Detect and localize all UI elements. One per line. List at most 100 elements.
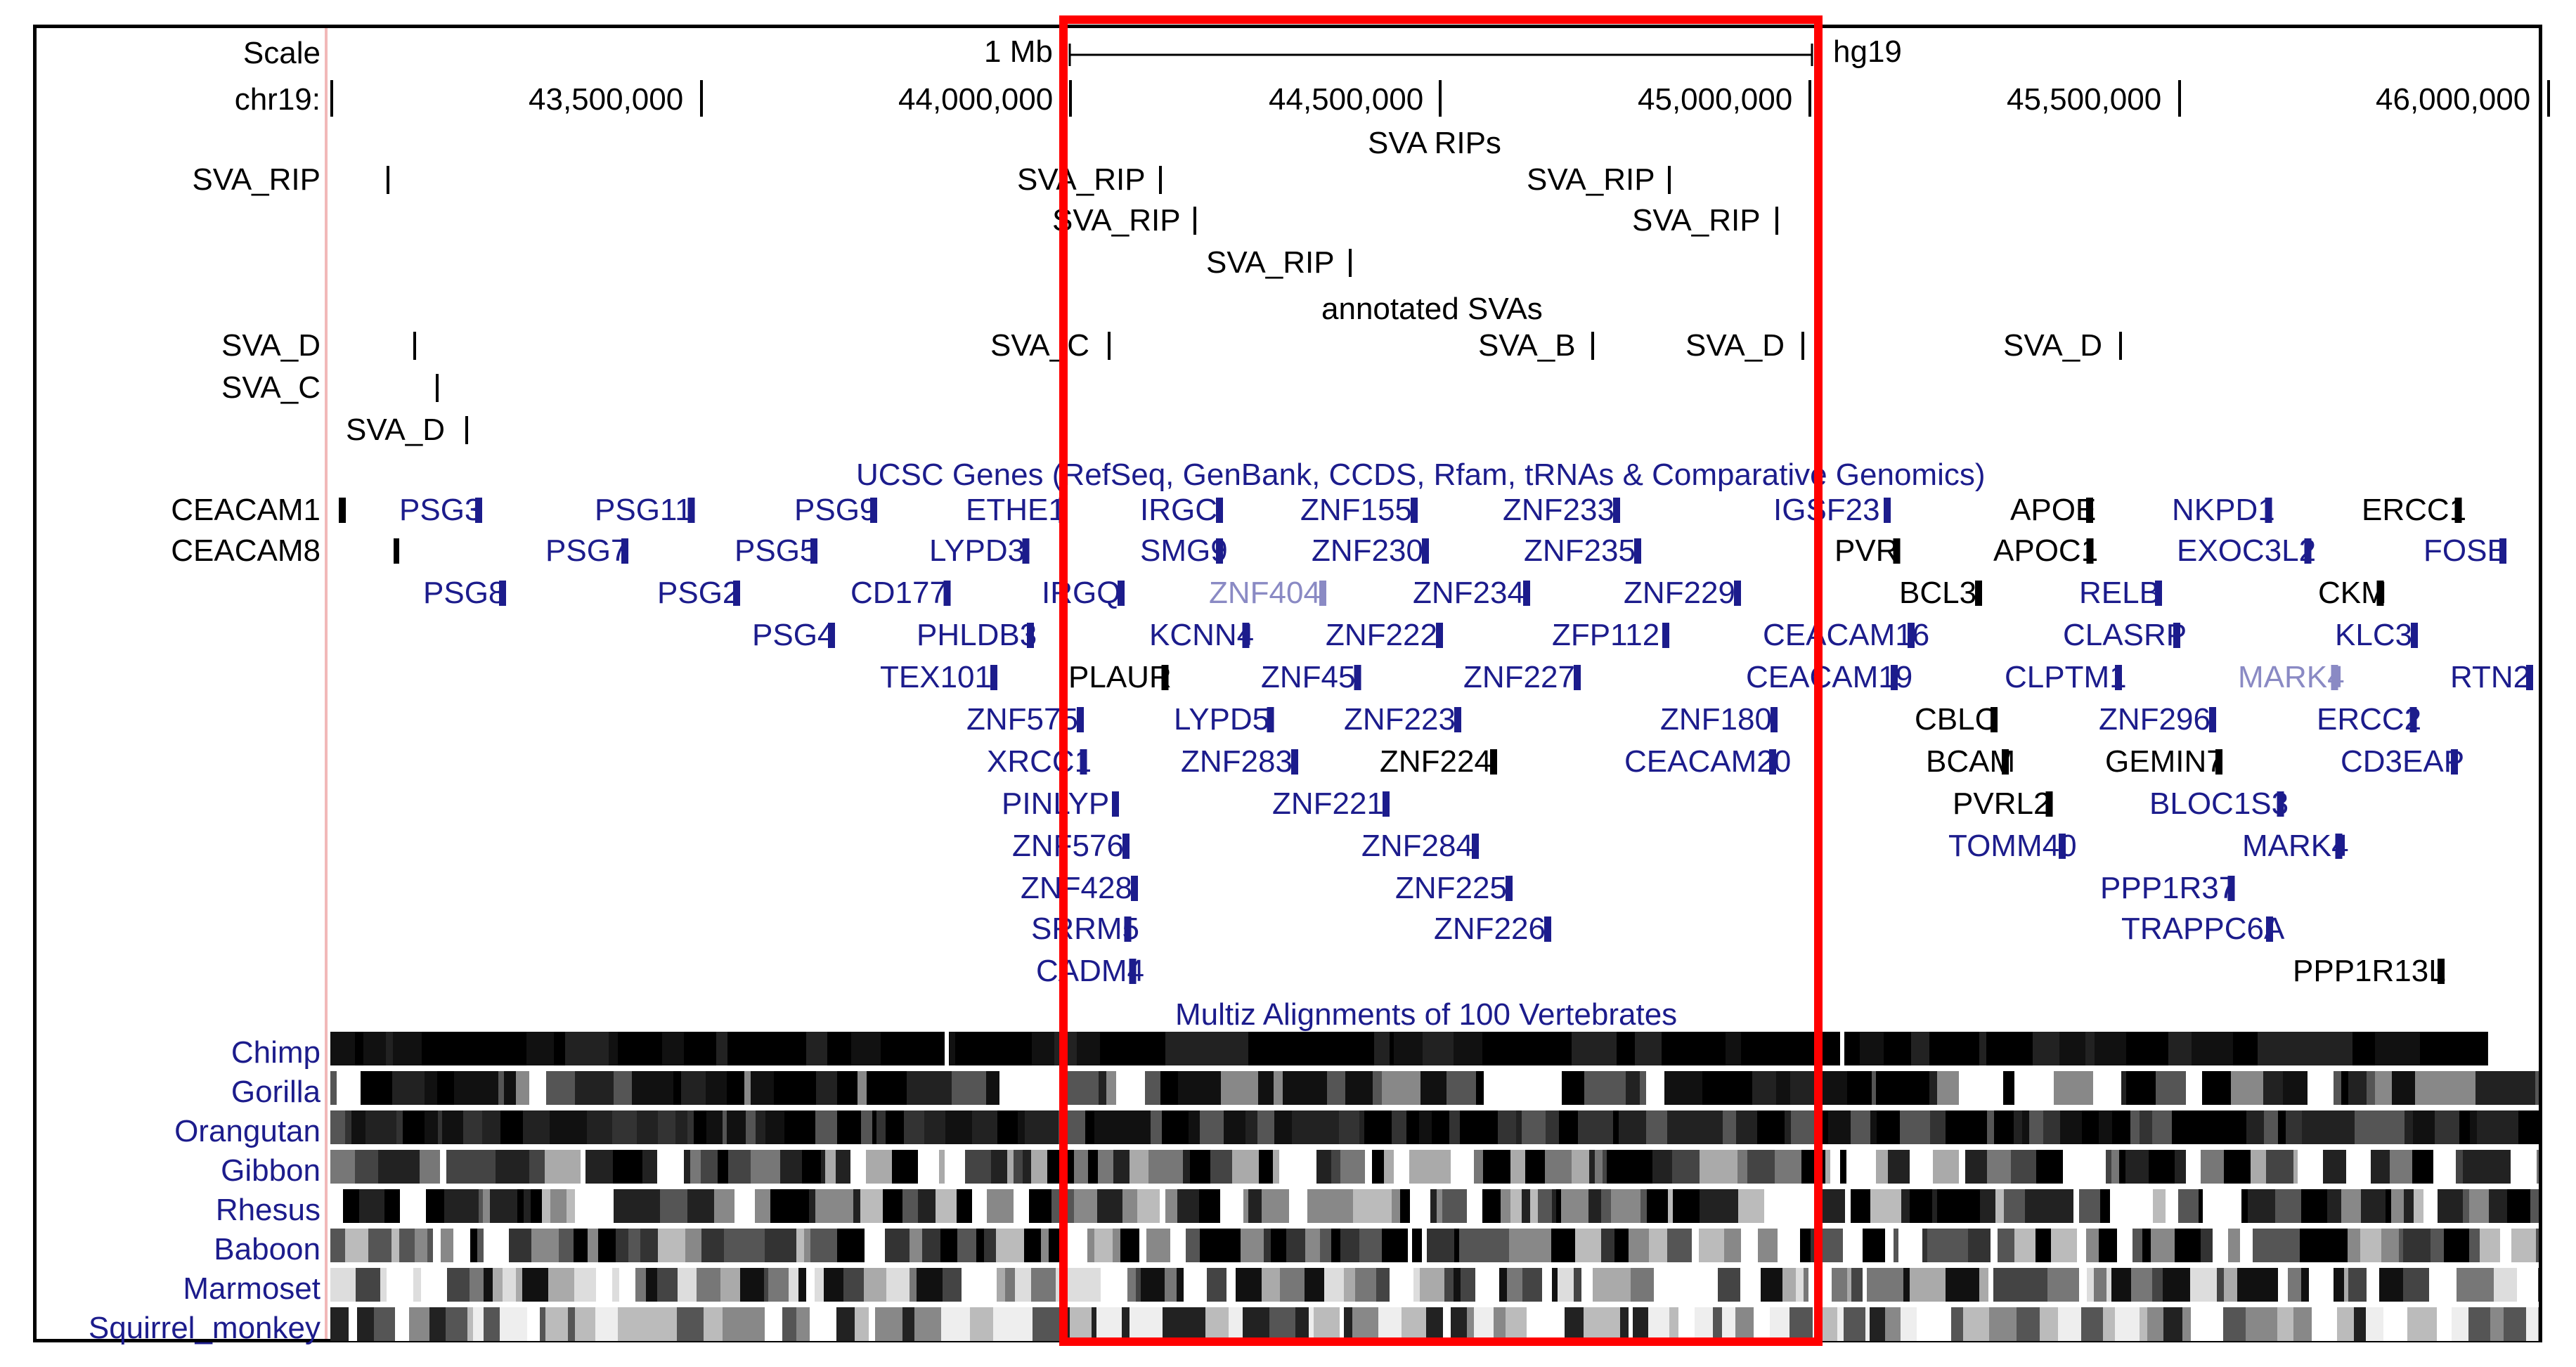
feature-label[interactable]: SVA_RIP bbox=[1206, 245, 1335, 280]
gene-label[interactable]: PPP1R37 bbox=[2100, 871, 2237, 905]
gene-label[interactable]: ZNF234 bbox=[1413, 576, 1525, 610]
gene-label[interactable]: CEACAM19 bbox=[1746, 660, 1913, 694]
gene-label[interactable]: ZNF224 bbox=[1380, 744, 1491, 779]
gene-label[interactable]: ZNF223 bbox=[1344, 702, 1456, 737]
gene-label[interactable]: KLC3 bbox=[2335, 618, 2413, 652]
gene-label[interactable]: CEACAM20 bbox=[1624, 744, 1792, 779]
feature-label[interactable]: SVA_D bbox=[346, 413, 446, 447]
gene-label[interactable]: EXOC3L2 bbox=[2177, 533, 2317, 568]
gene-label[interactable]: ZNF221 bbox=[1272, 786, 1384, 821]
alignment-block bbox=[433, 1229, 441, 1262]
track-title[interactable]: UCSC Genes (RefSeq, GenBank, CCDS, Rfam,… bbox=[856, 458, 1986, 492]
gene-label[interactable]: CEACAM16 bbox=[1763, 618, 1930, 652]
gene-label[interactable]: PSG5 bbox=[734, 533, 817, 568]
gene-label[interactable]: SRRM5 bbox=[1031, 912, 1140, 946]
gene-label[interactable]: ZNF233 bbox=[1503, 493, 1614, 527]
gene-label[interactable]: BLOC1S3 bbox=[2149, 786, 2289, 821]
gene-label[interactable]: PSG7 bbox=[545, 533, 628, 568]
track-title[interactable]: annotated SVAs bbox=[1321, 292, 1543, 326]
feature-label[interactable]: SVA_B bbox=[1478, 328, 1576, 363]
gene-label[interactable]: PVRL2 bbox=[1953, 786, 2051, 821]
alignment-block bbox=[2121, 1071, 2126, 1105]
feature-label[interactable]: SVA_RIP bbox=[1052, 203, 1181, 238]
gene-label[interactable]: ZNF226 bbox=[1434, 912, 1546, 946]
gene-label[interactable]: PSG4 bbox=[752, 618, 835, 652]
gene-label[interactable]: ZNF230 bbox=[1312, 533, 1423, 568]
feature-label[interactable]: SVA_D bbox=[2003, 328, 2103, 363]
gene-label[interactable]: CKM bbox=[2318, 576, 2387, 610]
gene-label[interactable]: CD3EAP bbox=[2341, 744, 2465, 779]
alignment-block bbox=[1304, 1150, 1316, 1184]
gene-label[interactable]: ZNF227 bbox=[1463, 660, 1575, 694]
gene-label[interactable]: ZNF284 bbox=[1361, 829, 1473, 863]
feature-label[interactable]: SVA_C bbox=[990, 328, 1090, 363]
gene-label[interactable]: PVR bbox=[1834, 533, 1898, 568]
gene-label[interactable]: PINLYP bbox=[1002, 786, 1110, 821]
gene-label[interactable]: MARK4 bbox=[2242, 829, 2349, 863]
alignment-block bbox=[869, 1307, 875, 1341]
gene-label[interactable]: SMG9 bbox=[1140, 533, 1228, 568]
gene-label[interactable]: PHLDB3 bbox=[917, 618, 1037, 652]
gene-label[interactable]: ZFP112 bbox=[1552, 618, 1660, 652]
alignment-block bbox=[1200, 1110, 1224, 1144]
gene-label[interactable]: GEMIN7 bbox=[2105, 744, 2224, 779]
gene-glyph bbox=[1161, 665, 1169, 690]
gene-label[interactable]: APOE bbox=[2010, 493, 2097, 527]
gene-label[interactable]: ZNF428 bbox=[1021, 871, 1132, 905]
gene-label[interactable]: XRCC1 bbox=[987, 744, 1092, 779]
gene-label[interactable]: APOC1 bbox=[1993, 533, 2099, 568]
gene-label[interactable]: LYPD3 bbox=[929, 533, 1025, 568]
alignment-block bbox=[704, 1307, 723, 1341]
gene-label[interactable]: CD177 bbox=[850, 576, 947, 610]
gene-label[interactable]: PLAUR bbox=[1068, 660, 1172, 694]
gene-label[interactable]: RTN2 bbox=[2450, 660, 2531, 694]
feature-label[interactable]: SVA_D bbox=[1685, 328, 1785, 363]
gene-label[interactable]: ERCC1 bbox=[2362, 493, 2467, 527]
gene-label[interactable]: TEX101 bbox=[880, 660, 992, 694]
track-title[interactable]: SVA RIPs bbox=[1368, 126, 1501, 160]
feature-label[interactable]: SVA_RIP bbox=[1017, 162, 1146, 197]
gene-label[interactable]: ZNF222 bbox=[1326, 618, 1437, 652]
gene-label[interactable]: KCNN4 bbox=[1149, 618, 1255, 652]
gene-label[interactable]: PSG2 bbox=[657, 576, 740, 610]
gene-label[interactable]: ZNF576 bbox=[1012, 829, 1124, 863]
gene-label[interactable]: ZNF229 bbox=[1624, 576, 1735, 610]
gene-label[interactable]: BCL3 bbox=[1899, 576, 1977, 610]
gene-label[interactable]: ZNF296 bbox=[2099, 702, 2211, 737]
gene-label[interactable]: TOMM40 bbox=[1948, 829, 2077, 863]
track-title[interactable]: Multiz Alignments of 100 Vertebrates bbox=[1175, 997, 1678, 1032]
gene-label[interactable]: RELB bbox=[2079, 576, 2160, 610]
gene-label[interactable]: PSG8 bbox=[423, 576, 506, 610]
gene-label[interactable]: LYPD5 bbox=[1174, 702, 1270, 737]
gene-label[interactable]: TRAPPC6A bbox=[2121, 912, 2285, 946]
gene-label[interactable]: PSG3 bbox=[399, 493, 482, 527]
alignment-block bbox=[2106, 1268, 2111, 1302]
gene-label[interactable]: PSG9 bbox=[794, 493, 877, 527]
gene-label[interactable]: ZNF45 bbox=[1261, 660, 1356, 694]
gene-label[interactable]: ZNF155 bbox=[1300, 493, 1412, 527]
alignment-block bbox=[1730, 1189, 1738, 1223]
gene-label[interactable]: ZNF225 bbox=[1395, 871, 1507, 905]
gene-label[interactable]: IRGC bbox=[1140, 493, 1217, 527]
gene-label[interactable]: PSG11 bbox=[595, 493, 692, 527]
gene-label[interactable]: BCAM bbox=[1926, 744, 2016, 779]
feature-label[interactable]: SVA_RIP bbox=[1527, 162, 1655, 197]
feature-label[interactable]: SVA_RIP bbox=[1632, 203, 1761, 238]
gene-label[interactable]: FOSB bbox=[2423, 533, 2508, 568]
gene-label[interactable]: NKPD1 bbox=[2172, 493, 2275, 527]
gene-label[interactable]: ERCC2 bbox=[2317, 702, 2422, 737]
gene-label[interactable]: ZNF283 bbox=[1181, 744, 1293, 779]
gene-label[interactable]: PPP1R13L bbox=[2293, 954, 2446, 988]
gene-label[interactable]: ETHE1 bbox=[966, 493, 1066, 527]
gene-label[interactable]: ZNF404 bbox=[1209, 576, 1321, 610]
chrom-label: chr19: bbox=[234, 82, 321, 117]
gene-label[interactable]: CLPTM1 bbox=[2005, 660, 2127, 694]
gene-label[interactable]: IGSF23 bbox=[1773, 493, 1880, 527]
gene-label[interactable]: IRGQ bbox=[1042, 576, 1121, 610]
gene-label[interactable]: CADM4 bbox=[1036, 954, 1145, 988]
gene-label[interactable]: CLASRP bbox=[2063, 618, 2187, 652]
gene-label[interactable]: ZNF180 bbox=[1660, 702, 1772, 737]
gene-label[interactable]: MARK4 bbox=[2238, 660, 2345, 694]
gene-label[interactable]: ZNF235 bbox=[1524, 533, 1636, 568]
gene-label[interactable]: CBLC bbox=[1915, 702, 1998, 737]
